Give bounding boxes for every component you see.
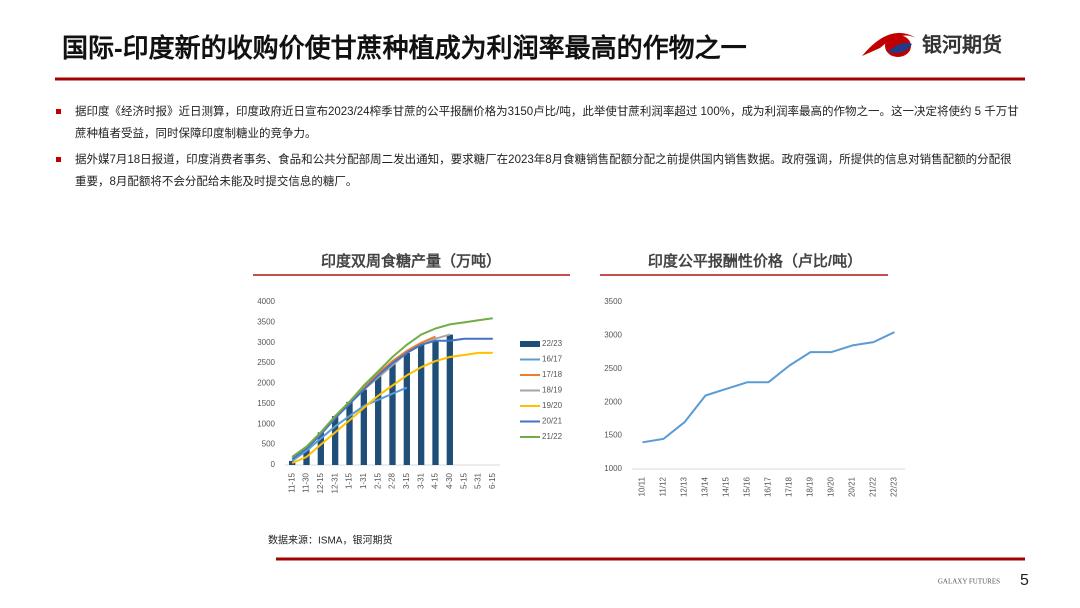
bar — [418, 344, 425, 465]
line — [642, 331, 895, 444]
x-tick-label: 20/21 — [848, 476, 857, 497]
y-tick-label: 3500 — [257, 317, 275, 326]
footer-brand: GALAXY FUTURES — [938, 578, 1000, 586]
x-tick-label: 12-15 — [316, 472, 325, 493]
logo-icon — [862, 32, 916, 57]
x-tick-label: 3-31 — [416, 472, 425, 489]
legend-label: 20/21 — [542, 417, 563, 426]
legend-swatch — [520, 341, 540, 347]
y-tick-label: 4000 — [257, 297, 275, 306]
legend-label: 17/18 — [542, 370, 563, 379]
y-tick-label: 1500 — [257, 399, 275, 408]
bar — [403, 352, 410, 465]
x-tick-label: 12/13 — [680, 476, 689, 497]
line — [291, 386, 408, 462]
x-tick-label: 17/18 — [785, 476, 794, 497]
x-tick-label: 15/16 — [743, 476, 752, 497]
x-tick-label: 4-15 — [431, 472, 440, 489]
y-tick-label: 2000 — [604, 397, 622, 406]
source: 数据来源：ISMA，银河期货 — [268, 534, 392, 547]
legend-label: 18/19 — [542, 386, 563, 395]
page-number: 5 — [1020, 572, 1029, 589]
bullet: 据印度《经济时报》近日测算，印度政府近日宣布2023/24榨季甘蔗的公平报酬价格… — [56, 101, 1020, 145]
bullet: 据外媒7月18日报道，印度消费者事务、食品和公共分配部周二发出通知，要求糖厂在2… — [56, 149, 1020, 193]
legend-label: 16/17 — [542, 355, 563, 364]
x-tick-label: 14/15 — [722, 476, 731, 497]
y-tick-label: 2000 — [257, 379, 275, 388]
line — [291, 337, 493, 460]
y-tick-label: 1000 — [257, 419, 275, 428]
chart-title: 印度双周食糖产量（万吨） — [321, 252, 501, 270]
x-tick-label: 6-15 — [488, 472, 497, 489]
x-tick-label: 4-30 — [445, 472, 454, 489]
legend-label: 19/20 — [542, 401, 563, 410]
bar — [332, 416, 339, 465]
y-tick-label: 500 — [262, 440, 276, 449]
x-tick-label: 21/22 — [869, 476, 878, 497]
y-tick-label: 2500 — [257, 358, 275, 367]
x-tick-label: 11/12 — [659, 476, 668, 496]
x-tick-label: 1-15 — [345, 472, 354, 489]
y-tick-label: 0 — [271, 460, 276, 469]
bar — [389, 363, 396, 465]
bar — [446, 334, 453, 465]
x-tick-label: 2-28 — [388, 472, 397, 489]
x-tick-label: 19/20 — [827, 476, 836, 497]
x-tick-label: 10/11 — [638, 476, 647, 496]
logo-text: 银河期货 — [922, 32, 1002, 56]
y-tick-label: 3500 — [604, 297, 622, 306]
legend-label: 21/22 — [542, 432, 563, 441]
bar — [289, 460, 296, 465]
x-tick-label: 5-15 — [459, 472, 468, 489]
bar — [346, 401, 353, 465]
legend-label: 22/23 — [542, 339, 563, 348]
x-tick-label: 22/23 — [890, 476, 899, 497]
x-tick-label: 11-30 — [302, 472, 311, 492]
line — [291, 351, 493, 464]
line — [291, 317, 493, 458]
bar — [375, 375, 382, 465]
x-tick-label: 11-15 — [287, 472, 296, 492]
y-tick-label: 3000 — [257, 338, 275, 347]
bar — [432, 340, 439, 465]
y-tick-label: 1000 — [604, 464, 622, 473]
x-tick-label: 12-31 — [330, 472, 339, 493]
y-tick-label: 2500 — [604, 364, 622, 373]
x-tick-label: 2-15 — [373, 472, 382, 489]
y-tick-label: 3000 — [604, 331, 622, 340]
x-tick-label: 16/17 — [764, 476, 773, 497]
x-tick-label: 3-15 — [402, 472, 411, 489]
x-tick-label: 18/19 — [806, 476, 815, 497]
x-tick-label: 5-31 — [474, 472, 483, 489]
chart-title: 印度公平报酬性价格（卢比/吨） — [648, 252, 862, 270]
x-tick-label: 13/14 — [701, 476, 710, 497]
y-tick-label: 1500 — [604, 431, 622, 440]
bar — [360, 389, 367, 465]
x-tick-label: 1-31 — [359, 472, 368, 489]
bar — [317, 432, 324, 465]
slide-title: 国际-印度新的收购价使甘蔗种植成为利润率最高的作物之一 — [62, 33, 747, 63]
